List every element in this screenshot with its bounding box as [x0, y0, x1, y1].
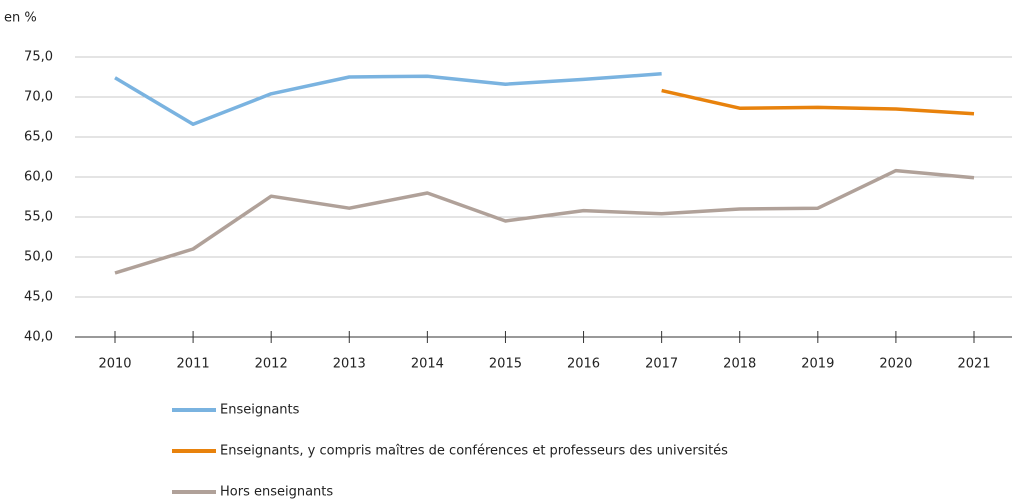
legend-label: Hors enseignants — [220, 485, 333, 500]
y-tick-label: 40,0 — [24, 330, 53, 345]
x-tick-label: 2019 — [801, 357, 834, 372]
x-tick-label: 2011 — [177, 357, 210, 372]
series-line — [661, 88, 975, 116]
legend-label: Enseignants, y compris maîtres de confér… — [220, 444, 728, 459]
x-tick-label: 2016 — [567, 357, 600, 372]
x-tick-label: 2021 — [957, 357, 990, 372]
y-tick-label: 50,0 — [24, 250, 53, 265]
y-tick-label: 70,0 — [24, 90, 53, 105]
y-tick-label: 75,0 — [24, 50, 53, 65]
y-tick-label: 55,0 — [24, 210, 53, 225]
y-tick-label: 45,0 — [24, 290, 53, 305]
y-tick-label: 60,0 — [24, 170, 53, 185]
x-tick-label: 2013 — [333, 357, 366, 372]
series-line — [114, 72, 662, 126]
x-tick-label: 2012 — [255, 357, 288, 372]
x-tick-label: 2018 — [723, 357, 756, 372]
y-tick-label: 65,0 — [24, 130, 53, 145]
x-tick-label: 2017 — [645, 357, 678, 372]
series-line — [114, 168, 975, 275]
x-tick-label: 2014 — [411, 357, 444, 372]
x-tick-label: 2010 — [98, 357, 131, 372]
x-tick-label: 2015 — [489, 357, 522, 372]
x-tick-label: 2020 — [879, 357, 912, 372]
legend-label: Enseignants — [220, 403, 300, 418]
y-axis-label: en % — [4, 11, 37, 26]
